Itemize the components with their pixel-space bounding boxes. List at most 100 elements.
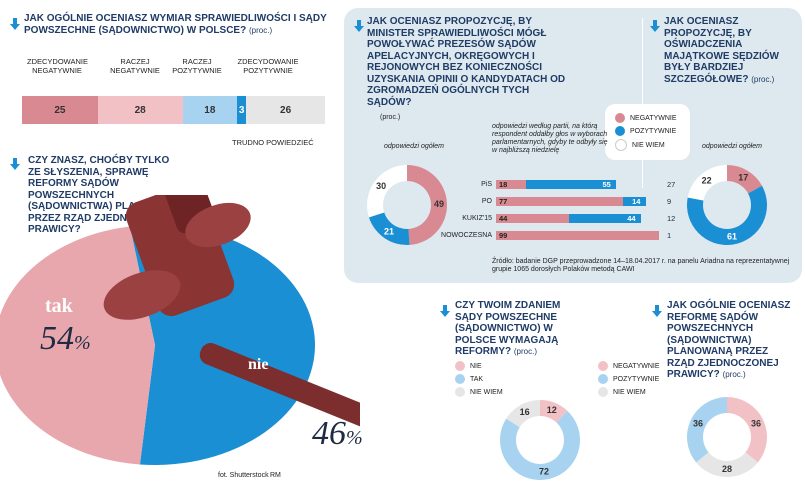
party-label: PO (481, 198, 492, 205)
arrow-down-icon (10, 18, 20, 30)
party-bar-unknown-value: 9 (667, 197, 672, 206)
donut-hole (383, 181, 431, 229)
party-bar-value: 14 (632, 197, 641, 206)
legend-item: NEGATYWNIE (598, 361, 660, 371)
legend-item: TAK (455, 374, 503, 384)
legend-dot-positive (615, 126, 625, 136)
author: RM (270, 472, 281, 479)
q6-donut: 36 28 36 (687, 397, 767, 477)
party-bar-unknown-value: 27 (667, 180, 676, 189)
party-bar-value: 55 (602, 180, 611, 189)
q3-party-note: odpowiedzi według partii, na którą respo… (492, 123, 608, 154)
donut-hole (516, 416, 564, 464)
legend-item: NIE WIEM (615, 139, 680, 151)
arrow-down-icon (650, 20, 660, 32)
party-bar-value: 18 (499, 180, 508, 189)
q1-bar-segment: 28 (97, 96, 183, 124)
donut-value-label: 36 (693, 418, 703, 428)
source-note: Źródło: badanie DGP przeprowadzone 14–18… (492, 258, 790, 273)
q6-title: JAK OGÓLNIE OCENIASZ REFORMĘ SĄDÓW POWSZ… (667, 300, 791, 380)
q1-cat-2: RACZEJ POZYTYWNIE (172, 57, 222, 75)
party-label: PiS (481, 181, 492, 188)
q1-cat-0: ZDECYDOWANIE NEGATYWNIE (27, 57, 88, 75)
q3-proc: (proc.) (380, 114, 401, 121)
q1-bar-segment: 25 (22, 96, 98, 124)
party-bar-value: 44 (627, 214, 636, 223)
legend-dot-tak (455, 374, 465, 384)
legend-dot-nie-wiem (455, 387, 465, 397)
q1-title: JAK OGÓLNIE OCENIASZ WYMIAR SPRAWIEDLIWO… (24, 13, 327, 36)
party-label: NOWOCZESNA (441, 232, 492, 239)
q1-bar-segment: 18 (182, 96, 238, 124)
party-bar-value: 77 (499, 197, 508, 206)
q3-overall-label: odpowiedzi ogółem (384, 143, 444, 150)
q2-nie-label: nie (248, 356, 269, 373)
donut-value-label: 36 (751, 418, 761, 428)
legend-item: NIE WIEM (455, 387, 503, 397)
donut-value-label: 16 (520, 407, 530, 417)
legend-item: POZYTYWNIE (615, 126, 680, 136)
gavel-image (103, 195, 360, 433)
legend-dot-unknown (598, 387, 608, 397)
q2-nie-value: 46% (312, 415, 363, 452)
party-bar-unknown-value: 12 (667, 214, 676, 223)
party-label: KUKIZ'15 (462, 215, 492, 222)
donut-value-label: 30 (376, 181, 386, 191)
q3-party-bars: PiS 18 55 27 PO 77 14 9 KUKIZ'15 44 44 12 NOWOCZESNA… (440, 180, 675, 250)
q2-pie-chart (0, 195, 360, 466)
legend-top: NEGATYWNIE POZYTYWNIE NIE WIEM (605, 104, 690, 160)
donut-value-label: 17 (738, 172, 748, 182)
q4-overall-label: odpowiedzi ogółem (702, 143, 762, 150)
q1-cat-4: TRUDNO POWIEDZIEĆ (232, 138, 314, 147)
donut-hole (703, 181, 751, 229)
party-bar-value: 44 (499, 214, 508, 223)
party-bar-segment (496, 197, 624, 206)
donut-value-label: 49 (434, 199, 444, 209)
q3-title: JAK OCENIASZ PROPOZYCJĘ, BY MINISTER SPR… (367, 16, 566, 108)
q4-title: JAK OCENIASZ PROPOZYCJĘ, BY OŚWIADCZENIA… (664, 16, 779, 85)
legend-item: NIE (455, 361, 503, 371)
q1-cat-3: ZDECYDOWANIE POZYTYWNIE (237, 57, 299, 75)
legend-item: NEGATYWNIE (615, 113, 680, 123)
donut-value-label: 12 (547, 405, 557, 415)
q1-bar-segment: 26 (246, 96, 325, 124)
arrow-down-icon (10, 158, 20, 170)
party-bar-segment (496, 180, 526, 189)
q1-stacked-bar: 25 28 18 3 26 (22, 96, 325, 124)
legend-dot-negative (598, 361, 608, 371)
legend-q5: NIE TAK NIE WIEM (455, 358, 503, 400)
arrow-down-icon (440, 305, 450, 317)
party-bar-segment (496, 231, 660, 240)
q3-donut: 49 21 30 (367, 165, 447, 245)
donut-value-label: 61 (727, 232, 737, 242)
arrow-down-icon (652, 305, 662, 317)
q5-title: CZY TWOIM ZDANIEM SĄDY POWSZECHNE (SĄDOW… (455, 300, 561, 357)
party-bar-unknown-value: 1 (667, 231, 672, 240)
party-bar-segment (525, 180, 617, 189)
q1-cat-1: RACZEJ NEGATYWNIE (110, 57, 160, 75)
q5-donut: 12 72 16 (500, 400, 580, 480)
q4-donut: 17 61 22 (687, 165, 767, 245)
party-bar-segment (623, 197, 647, 206)
arrow-down-icon (354, 20, 364, 32)
party-bar-segment (496, 214, 569, 223)
legend-bottom: NEGATYWNIE POZYTYWNIE NIE WIEM (598, 358, 660, 400)
q2-tak-value: 54% (40, 320, 91, 357)
photo-credit: fot. Shutterstock (218, 472, 269, 479)
legend-dot-unknown (615, 139, 627, 151)
legend-item: NIE WIEM (598, 387, 660, 397)
legend-dot-negative (615, 113, 625, 123)
legend-item: POZYTYWNIE (598, 374, 660, 384)
donut-hole (703, 413, 751, 461)
legend-dot-positive (598, 374, 608, 384)
legend-dot-nie (455, 361, 465, 371)
q2-title: CZY ZNASZ, CHOĆBY TYLKO ZE SŁYSZENIA, SP… (28, 155, 181, 235)
donut-value-label: 22 (702, 175, 712, 185)
donut-value-label: 72 (539, 467, 549, 477)
q2-tak-label: tak (45, 295, 73, 317)
party-bar-value: 99 (499, 231, 508, 240)
party-bar-segment (568, 214, 642, 223)
q1-bar-segment: 3 (237, 96, 247, 124)
donut-value-label: 21 (384, 226, 394, 236)
divider (642, 18, 643, 188)
